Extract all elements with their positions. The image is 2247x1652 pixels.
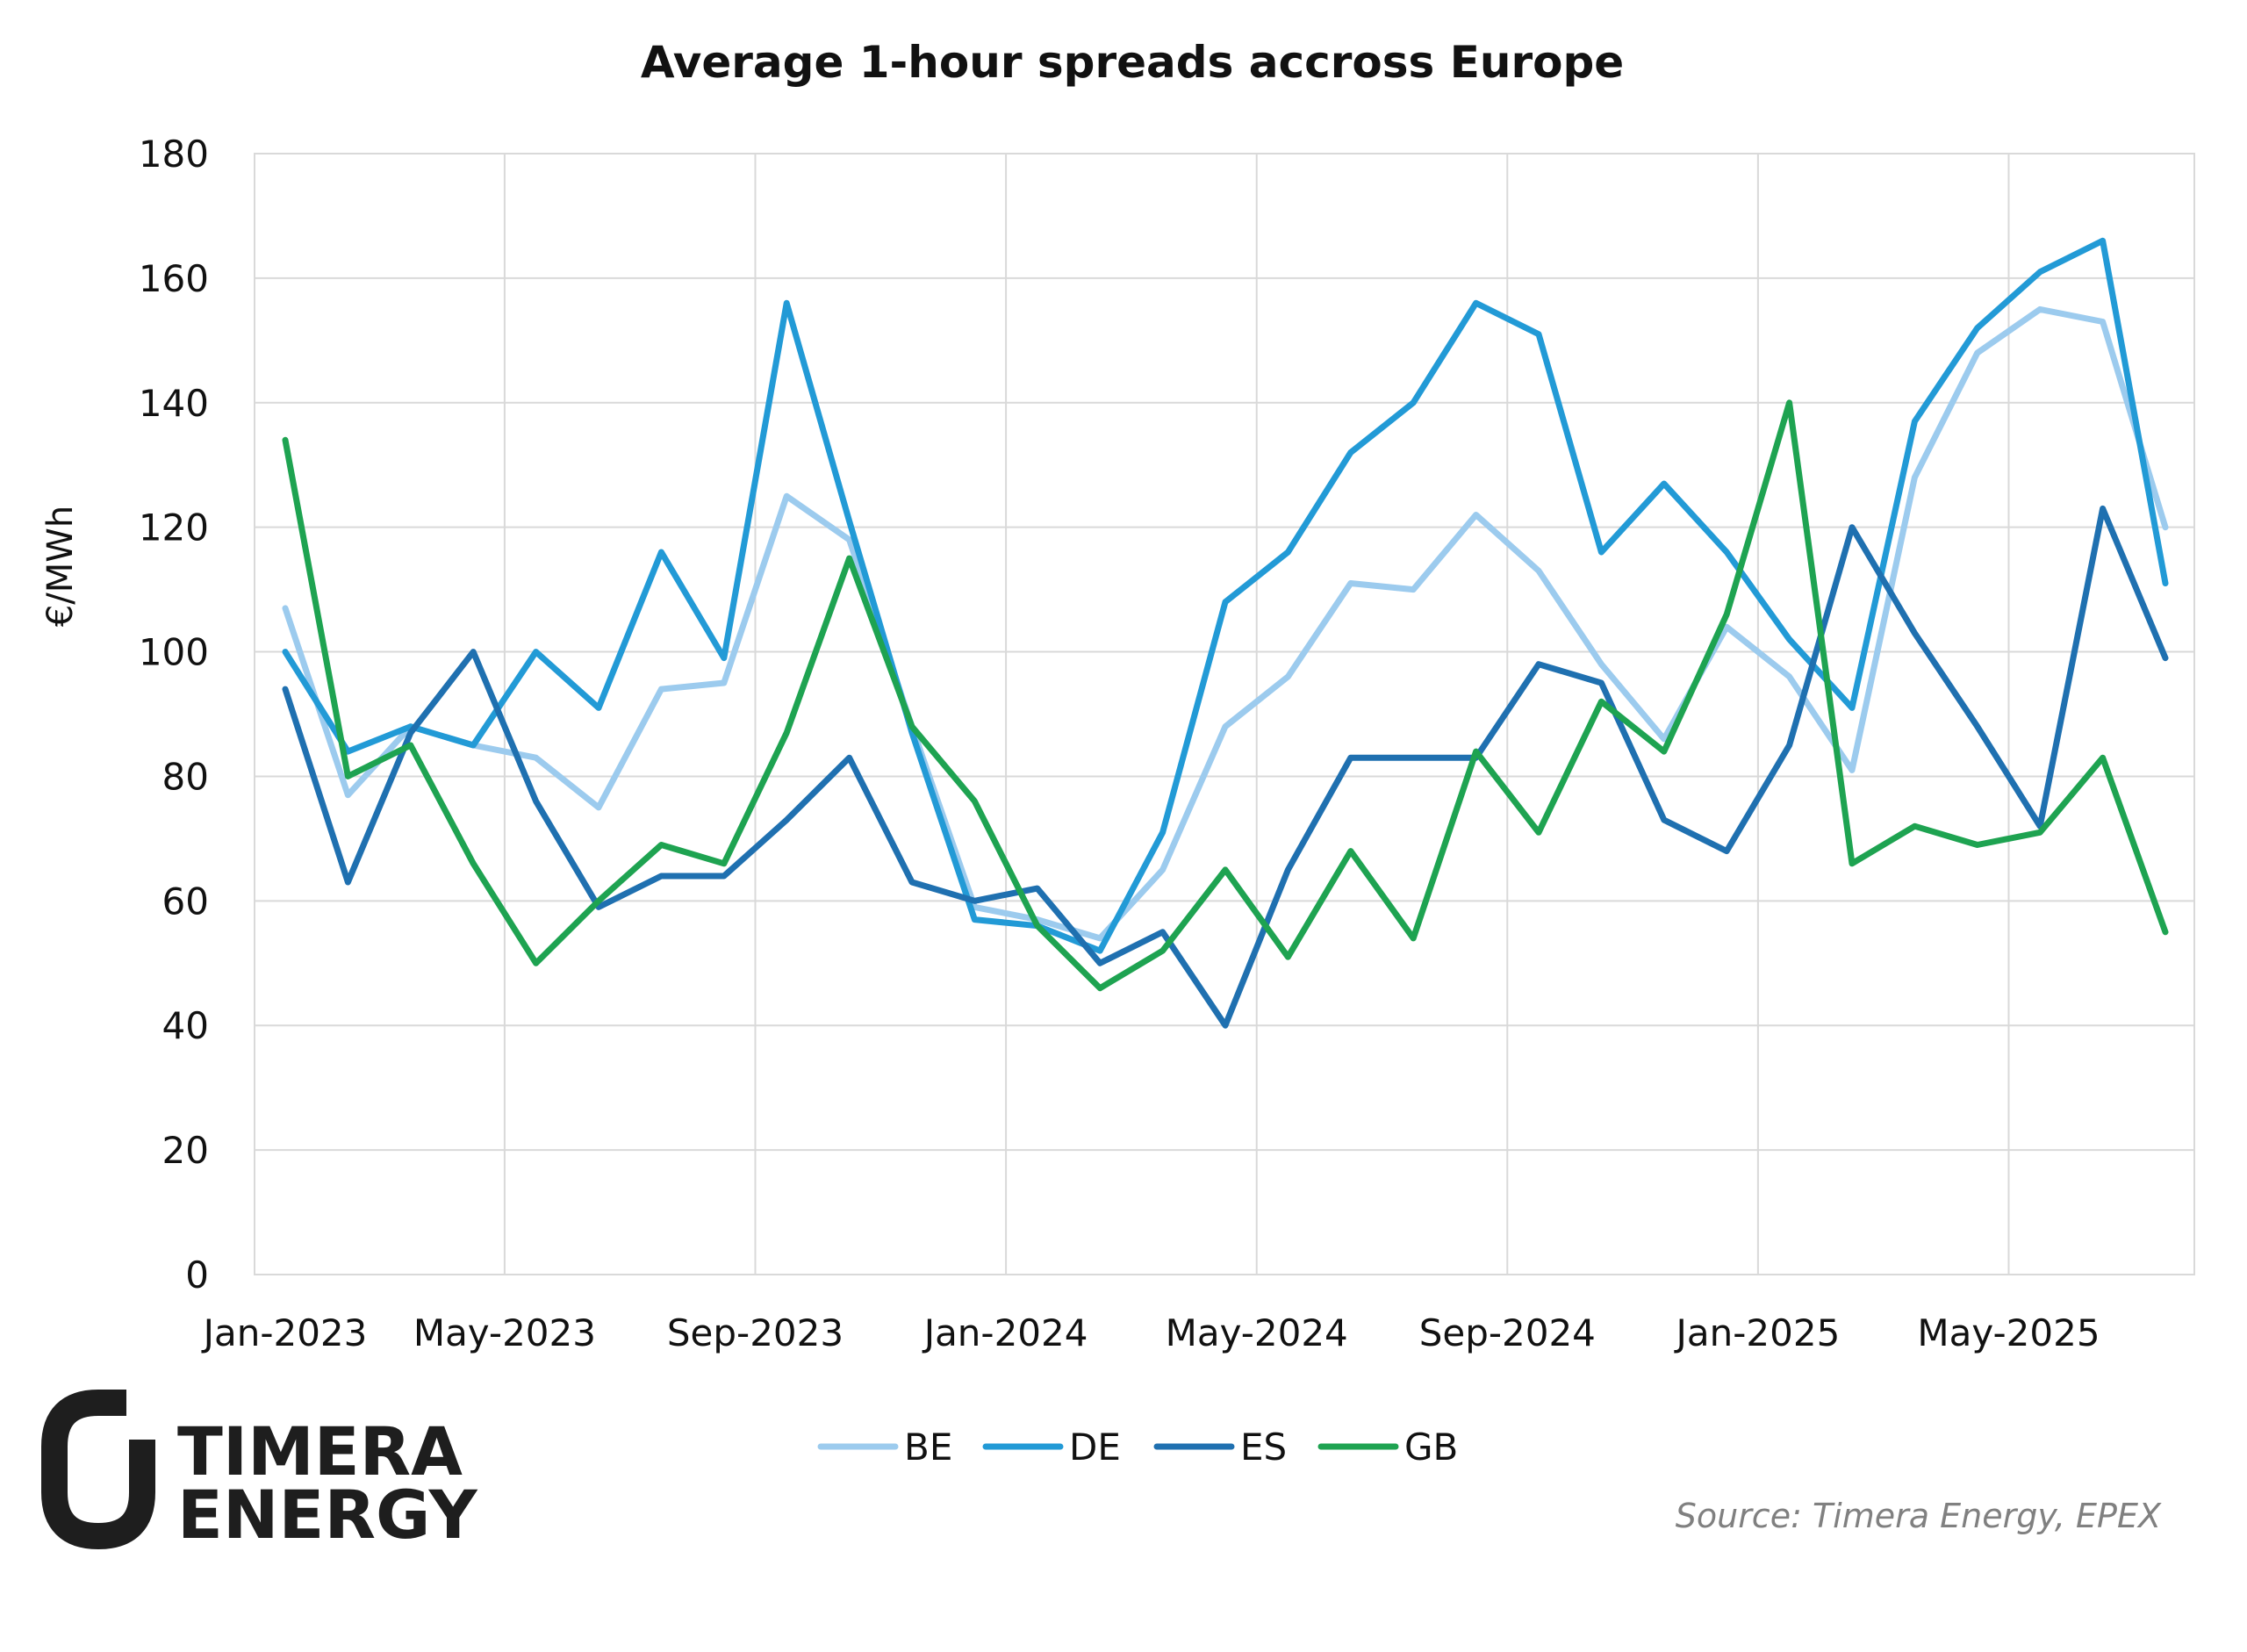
- x-tick-label: May-2024: [1166, 1311, 1348, 1354]
- x-tick-label: Jan-2025: [1674, 1311, 1841, 1354]
- chart-title: Average 1-hour spreads accross Europe: [641, 37, 1624, 88]
- y-tick-label: 100: [139, 631, 209, 674]
- series-line-be: [282, 305, 2169, 942]
- y-axis: 0 20 40 60 80 100 120 140 160 180: [139, 133, 209, 1296]
- legend-label-be: BE: [904, 1426, 952, 1469]
- series-lines: [282, 237, 2169, 1029]
- y-tick-label: 20: [162, 1129, 209, 1172]
- y-axis-label: €/MWh: [40, 506, 81, 627]
- logo-text-line2: ENERGY: [177, 1476, 478, 1554]
- timera-energy-logo: TIMERA ENERGY: [41, 1390, 478, 1554]
- plot-frame: [254, 153, 2195, 1275]
- y-tick-label: 160: [139, 257, 209, 300]
- legend: BE DE ES GB: [817, 1426, 1458, 1469]
- series-line-gb: [282, 399, 2169, 992]
- y-tick-label: 140: [139, 382, 209, 425]
- x-tick-label: May-2023: [413, 1311, 596, 1354]
- y-tick-label: 40: [162, 1004, 209, 1047]
- logo-text-line1: TIMERA: [177, 1412, 463, 1490]
- source-note: Source: Timera Energy, EPEX: [1676, 1497, 2162, 1535]
- legend-label-de: DE: [1069, 1426, 1121, 1469]
- y-tick-label: 60: [162, 880, 209, 923]
- x-tick-label: Sep-2023: [667, 1311, 844, 1354]
- x-tick-label: Sep-2024: [1419, 1311, 1596, 1354]
- grid: [255, 153, 2194, 1275]
- x-axis: Jan-2023 May-2023 Sep-2023 Jan-2024 May-2024…: [201, 1311, 2100, 1354]
- series-line-de: [282, 237, 2169, 954]
- legend-label-gb: GB: [1404, 1426, 1458, 1469]
- y-tick-label: 0: [185, 1253, 209, 1296]
- series-line-es: [282, 505, 2169, 1029]
- plot-border: [254, 153, 2195, 1275]
- y-tick-label: 180: [139, 133, 209, 176]
- logo-mark-icon: [41, 1390, 155, 1550]
- x-tick-label: Jan-2024: [922, 1311, 1088, 1354]
- y-tick-label: 120: [139, 506, 209, 549]
- x-tick-label: Jan-2023: [201, 1311, 368, 1354]
- legend-label-es: ES: [1240, 1426, 1287, 1469]
- x-tick-label: May-2025: [1917, 1311, 2100, 1354]
- y-tick-label: 80: [162, 755, 209, 798]
